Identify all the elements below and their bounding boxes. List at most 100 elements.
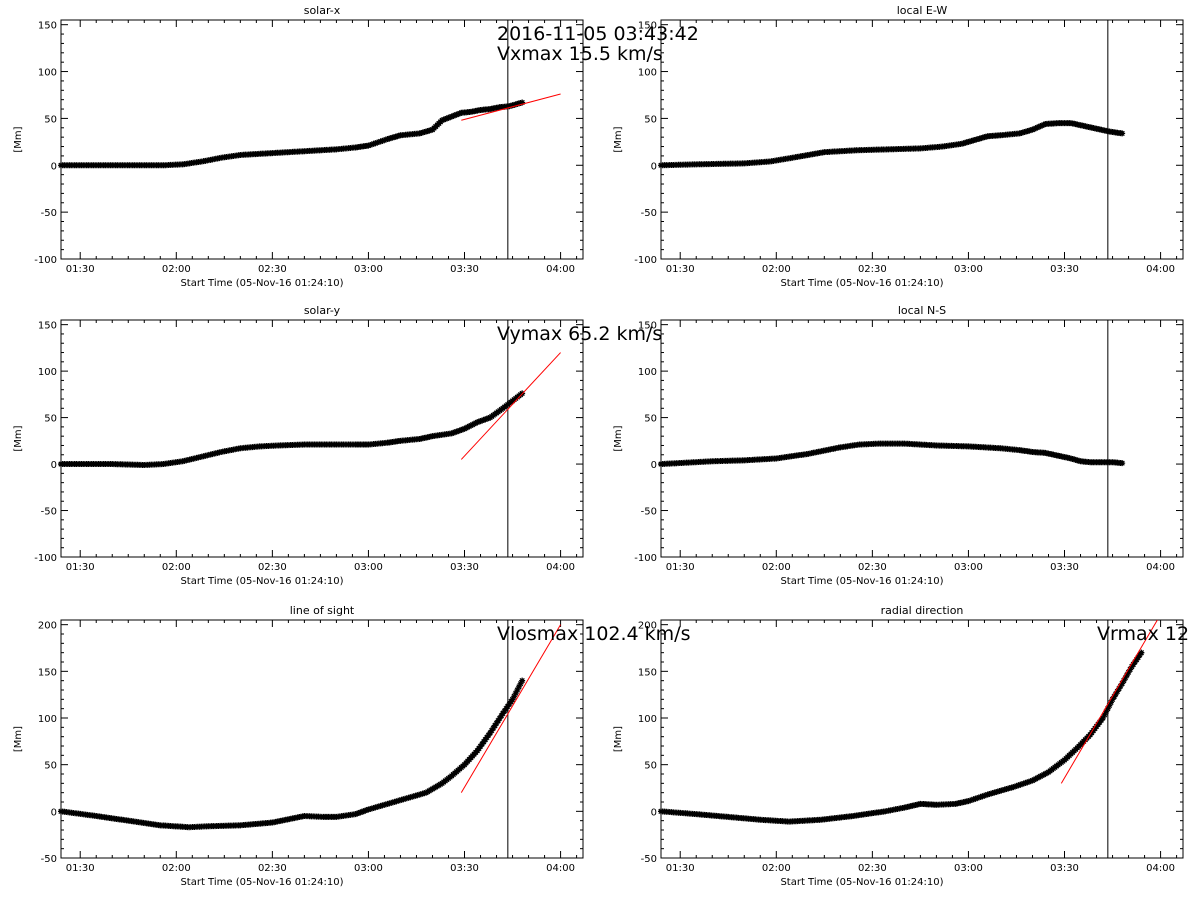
y-tick-label: -100 <box>634 255 657 266</box>
y-tick-label: 50 <box>644 114 657 125</box>
y-tick-label: 0 <box>51 161 57 172</box>
data-point <box>512 690 519 697</box>
y-tick-label: -50 <box>641 854 657 865</box>
data-point <box>517 680 524 687</box>
panel-2: local E-W -100 -50 0 50 100 150 01:30 02:00 02:30… <box>613 4 1184 289</box>
x-tick-label: 03:00 <box>954 863 983 874</box>
x-tick-label: 02:30 <box>258 863 287 874</box>
data-point <box>509 696 516 703</box>
data-point <box>1109 696 1116 703</box>
plot-frame <box>660 619 1184 859</box>
timestamp-label: 2016-11-05 03:43:42 <box>497 23 699 45</box>
y-tick-label: 50 <box>644 414 657 425</box>
data-point <box>1112 691 1119 698</box>
plot-frame <box>60 319 584 558</box>
x-axis-label: Start Time (05-Nov-16 01:24:10) <box>780 278 943 289</box>
y-axis-label: [Mm] <box>13 126 24 152</box>
y-tick-label: 50 <box>44 761 57 772</box>
y-tick-label: -50 <box>41 507 57 518</box>
data-point <box>1104 705 1111 712</box>
data-series <box>58 99 526 169</box>
data-point <box>1127 666 1134 673</box>
y-tick-label: -50 <box>641 208 657 219</box>
y-axis-label: [Mm] <box>613 425 624 451</box>
panel-title: solar-y <box>304 304 341 317</box>
x-tick-label: 01:30 <box>66 863 95 874</box>
x-tick-label: 02:00 <box>762 863 791 874</box>
y-axis-label: [Mm] <box>613 726 624 752</box>
data-point <box>1123 672 1130 679</box>
x-tick-label: 03:30 <box>450 264 479 275</box>
x-tick-label: 01:30 <box>666 562 695 573</box>
y-tick-label: 150 <box>38 321 57 332</box>
y-tick-label: 0 <box>651 807 657 818</box>
data-point <box>514 687 521 693</box>
y-tick-label: 50 <box>44 114 57 125</box>
x-tick-label: 04:00 <box>546 562 575 573</box>
panel-title: solar-x <box>304 4 341 17</box>
data-point <box>1115 685 1122 692</box>
x-tick-label: 02:00 <box>762 562 791 573</box>
y-tick-label: -50 <box>41 208 57 219</box>
y-tick-label: 150 <box>38 21 57 32</box>
panels: solar-x -100 -50 0 50 100 150 01:30 02:00 02:30 03… <box>13 4 1189 888</box>
y-axis-label: [Mm] <box>13 425 24 451</box>
x-tick-label: 02:00 <box>162 562 191 573</box>
fit-line <box>460 624 562 793</box>
x-tick-label: 03:30 <box>450 562 479 573</box>
y-tick-label: 0 <box>651 460 657 471</box>
x-tick-label: 03:30 <box>1050 264 1079 275</box>
fit-line <box>1060 619 1158 784</box>
data-point <box>1119 680 1126 687</box>
y-tick-label: 150 <box>38 667 57 678</box>
x-tick-label: 03:30 <box>1050 562 1079 573</box>
x-tick-label: 02:30 <box>858 863 887 874</box>
x-tick-label: 04:00 <box>1146 264 1175 275</box>
data-point <box>1120 677 1127 684</box>
panel-title: line of sight <box>290 604 355 617</box>
x-tick-label: 02:30 <box>258 264 287 275</box>
data-point <box>519 99 526 106</box>
x-tick-label: 01:30 <box>66 264 95 275</box>
panel-1: solar-x -100 -50 0 50 100 150 01:30 02:00 02:30 03… <box>13 4 663 289</box>
x-tick-label: 03:00 <box>954 562 983 573</box>
x-tick-label: 02:30 <box>258 562 287 573</box>
data-point <box>1111 693 1118 700</box>
y-tick-label: -50 <box>41 854 57 865</box>
panel-6: radial direction -50 0 50 100 150 200 01:30 02:0… <box>613 604 1189 888</box>
x-axis-label: Start Time (05-Nov-16 01:24:10) <box>180 278 343 289</box>
y-tick-label: -100 <box>634 553 657 564</box>
y-tick-label: 100 <box>38 68 57 79</box>
x-tick-label: 02:30 <box>858 562 887 573</box>
data-point <box>1103 708 1110 715</box>
x-axis-label: Start Time (05-Nov-16 01:24:10) <box>780 877 943 888</box>
y-tick-label: 100 <box>38 714 57 725</box>
data-point <box>511 693 518 700</box>
x-tick-label: 02:30 <box>858 264 887 275</box>
data-series <box>58 390 526 468</box>
data-series <box>58 677 526 831</box>
velocity-annotation: Vrmax 12 <box>1097 623 1189 645</box>
data-point <box>1122 674 1129 681</box>
x-tick-label: 01:30 <box>666 264 695 275</box>
y-tick-label: 100 <box>38 367 57 378</box>
x-axis-label: Start Time (05-Nov-16 01:24:10) <box>780 576 943 587</box>
x-tick-label: 03:00 <box>354 863 383 874</box>
data-point <box>1138 649 1145 656</box>
plot-frame <box>660 319 1184 558</box>
velocity-annotation: Vlosmax 102.4 km/s <box>497 623 690 645</box>
y-tick-label: -100 <box>34 553 57 564</box>
x-tick-label: 03:00 <box>354 264 383 275</box>
x-tick-label: 04:00 <box>546 264 575 275</box>
data-point <box>1125 669 1132 676</box>
fit-line <box>460 352 561 460</box>
x-tick-label: 04:00 <box>546 863 575 874</box>
y-tick-label: -100 <box>34 255 57 266</box>
x-tick-label: 03:00 <box>354 562 383 573</box>
data-point <box>1106 702 1113 709</box>
x-tick-label: 04:00 <box>1146 863 1175 874</box>
x-tick-label: 04:00 <box>1146 562 1175 573</box>
y-tick-label: 100 <box>638 68 657 79</box>
